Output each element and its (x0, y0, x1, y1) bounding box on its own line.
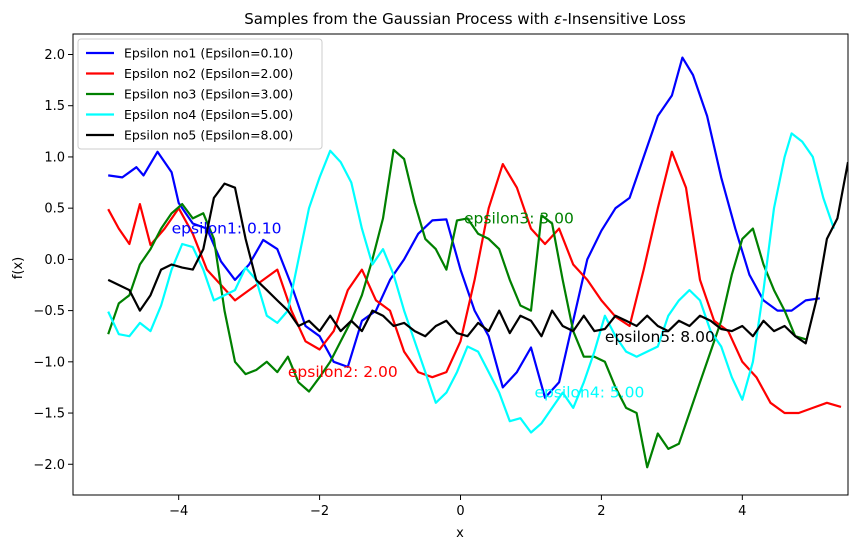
y-tick-label: −1.0 (33, 355, 65, 370)
y-tick-label: 2.0 (44, 48, 65, 63)
chart-title: Samples from the Gaussian Process with ε… (244, 10, 686, 28)
annotation-epsilon4: epsilon4: 5.00 (534, 384, 644, 402)
y-tick-label: −1.5 (33, 407, 65, 422)
legend-label-4: Epsilon no4 (Epsilon=5.00) (124, 107, 293, 122)
x-tick-label: −2 (310, 504, 329, 519)
annotation-epsilon2: epsilon2: 2.00 (288, 363, 398, 381)
y-tick-label: 0.5 (44, 202, 65, 217)
annotation-epsilon1: epsilon1: 0.10 (172, 220, 282, 238)
annotation-epsilon3: epsilon3: 3.00 (464, 209, 574, 227)
y-tick-label: 0.0 (44, 253, 65, 268)
annotation-epsilon5: epsilon5: 8.00 (605, 328, 715, 346)
series-line-2 (107, 150, 842, 415)
y-axis-label: f(x) (11, 257, 26, 279)
series-line-3 (107, 148, 807, 469)
y-tick-label: 1.5 (44, 99, 65, 114)
x-tick-label: 2 (597, 504, 605, 519)
x-tick-label: −4 (169, 504, 188, 519)
legend-label-2: Epsilon no2 (Epsilon=2.00) (124, 66, 293, 81)
legend-label-1: Epsilon no1 (Epsilon=0.10) (124, 46, 293, 61)
x-axis-label: x (456, 526, 464, 541)
legend: Epsilon no1 (Epsilon=0.10) Epsilon no2 (E… (77, 38, 323, 150)
series-group (107, 56, 848, 469)
series-line-4 (107, 132, 835, 434)
y-tick-label: 1.0 (44, 150, 65, 165)
plot-frame (72, 33, 849, 496)
plot-area: −4 −2 0 2 4 −2.0 −1.5 −1.0 −0.5 0.0 0.5 1.0 1.5 2.0 ep… (33, 33, 849, 519)
legend-box (77, 38, 323, 150)
y-tick-label: −0.5 (33, 304, 65, 319)
legend-label-5: Epsilon no5 (Epsilon=8.00) (124, 128, 293, 143)
legend-label-3: Epsilon no3 (Epsilon=3.00) (124, 87, 293, 102)
x-tick-label: 0 (456, 504, 464, 519)
x-tick-label: 4 (738, 504, 746, 519)
series-line-5 (107, 161, 848, 345)
y-tick-label: −2.0 (33, 458, 65, 473)
